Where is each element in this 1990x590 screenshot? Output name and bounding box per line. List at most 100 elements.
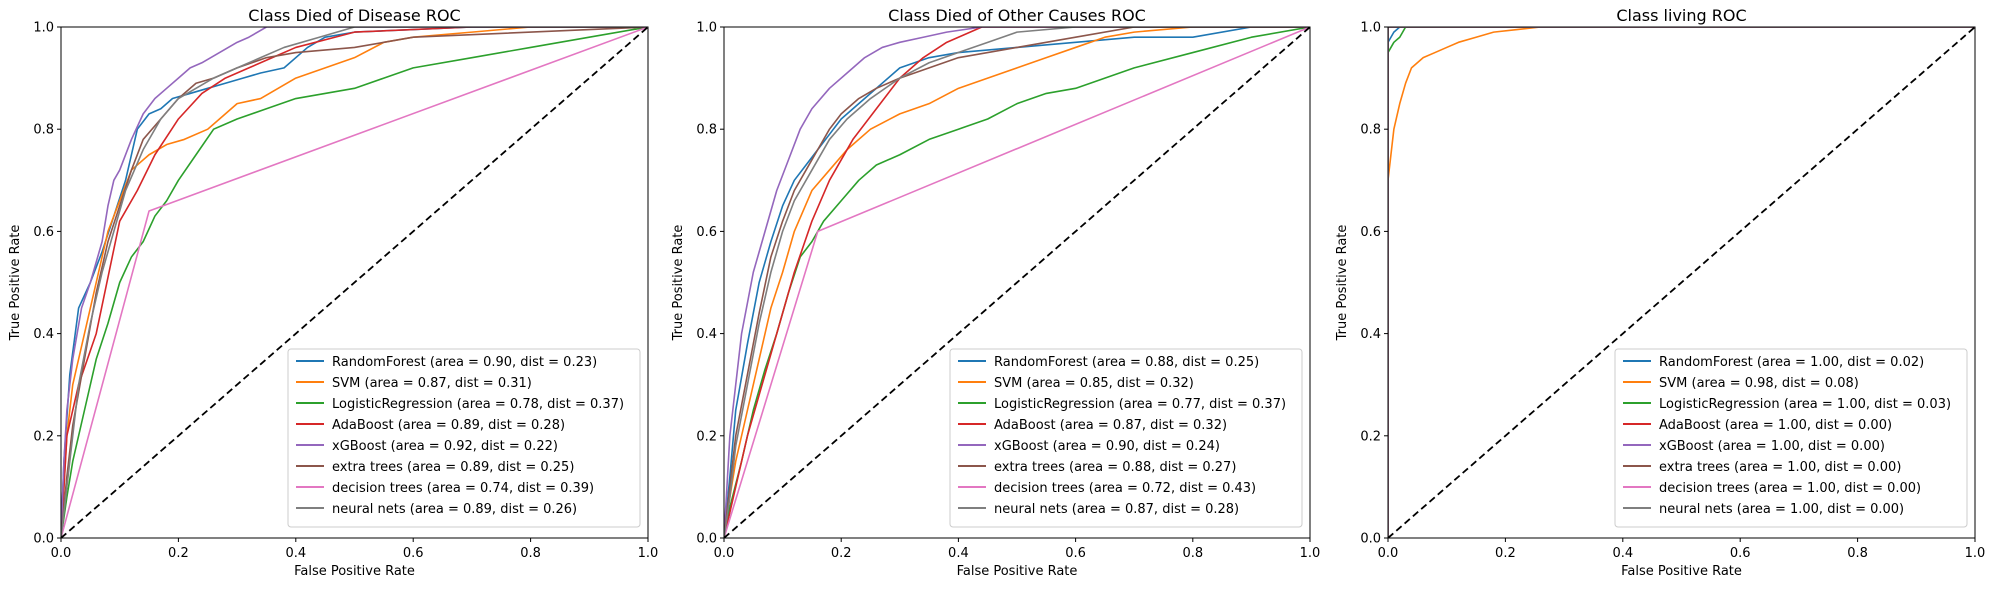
legend-entry: decision trees (area = 1.00, dist = 0.00… bbox=[1659, 481, 1921, 496]
series-line-4 bbox=[724, 27, 1310, 538]
x-tick-label: 0.2 bbox=[168, 546, 189, 561]
legend-entry: xGBoost (area = 0.90, dist = 0.24) bbox=[994, 439, 1220, 454]
chance-diagonal bbox=[1388, 27, 1975, 538]
legend-entry: SVM (area = 0.87, dist = 0.31) bbox=[332, 376, 532, 391]
legend-entry: RandomForest (area = 1.00, dist = 0.02) bbox=[1659, 355, 1924, 370]
series-line-7 bbox=[61, 27, 648, 538]
legend: RandomForest (area = 1.00, dist = 0.02) S… bbox=[1614, 348, 1968, 528]
legend-entry: LogisticRegression (area = 0.77, dist = … bbox=[994, 397, 1286, 412]
legend-entry: SVM (area = 0.85, dist = 0.32) bbox=[994, 376, 1194, 391]
x-tick-label: 0.0 bbox=[51, 546, 72, 561]
x-tick-label: 0.6 bbox=[1065, 546, 1086, 561]
x-tick-label: 0.8 bbox=[1847, 546, 1868, 561]
legend-box bbox=[1614, 348, 1968, 528]
x-tick-label: 0.6 bbox=[403, 546, 424, 561]
y-tick-label: 1.0 bbox=[696, 21, 717, 36]
legend-entry: AdaBoost (area = 1.00, dist = 0.00) bbox=[1659, 418, 1892, 433]
y-tick-label: 0.0 bbox=[1360, 532, 1381, 547]
plot-frame bbox=[1387, 26, 1976, 539]
y-tick-label: 1.0 bbox=[1360, 21, 1381, 36]
y-axis-label: True Positive Rate bbox=[8, 225, 23, 342]
legend-entry: RandomForest (area = 0.90, dist = 0.23) bbox=[332, 355, 597, 370]
y-axis-label: True Positive Rate bbox=[1335, 225, 1350, 342]
chance-diagonal bbox=[724, 27, 1310, 538]
series-line-7 bbox=[724, 27, 1310, 538]
series-line-5 bbox=[61, 27, 648, 538]
y-tick-label: 0.2 bbox=[1360, 429, 1381, 444]
y-tick-label: 0.2 bbox=[33, 429, 54, 444]
legend-box bbox=[949, 348, 1303, 528]
x-tick-label: 0.0 bbox=[1378, 546, 1399, 561]
series-lines bbox=[724, 27, 1310, 538]
x-tick-label: 0.8 bbox=[1182, 546, 1203, 561]
chart-panel-3: Class living ROC 0.00.0 0.2 0.2 0.4 0.4 0.6 0.6… bbox=[1335, 6, 1985, 579]
legend-entry: neural nets (area = 0.87, dist = 0.28) bbox=[994, 502, 1239, 517]
legend: RandomForest (area = 0.88, dist = 0.25) S… bbox=[949, 348, 1303, 528]
legend-entry: xGBoost (area = 1.00, dist = 0.00) bbox=[1659, 439, 1885, 454]
series-line-8 bbox=[724, 27, 1310, 538]
y-tick-label: 0.4 bbox=[1360, 327, 1381, 342]
series-line-3 bbox=[1388, 27, 1975, 538]
legend-entry: decision trees (area = 0.72, dist = 0.43… bbox=[994, 481, 1256, 496]
legend-entry: xGBoost (area = 0.92, dist = 0.22) bbox=[332, 439, 558, 454]
x-tick-label: 0.0 bbox=[714, 546, 735, 561]
legend-entry: extra trees (area = 1.00, dist = 0.00) bbox=[1659, 460, 1901, 475]
chart-title: Class Died of Other Causes ROC bbox=[888, 6, 1146, 25]
series-line-2 bbox=[1388, 27, 1975, 538]
chart-title: Class Died of Disease ROC bbox=[248, 6, 460, 25]
legend-entry: RandomForest (area = 0.88, dist = 0.25) bbox=[994, 355, 1259, 370]
series-line-6 bbox=[724, 27, 1310, 538]
x-tick-label: 0.4 bbox=[285, 546, 306, 561]
y-tick-label: 0.4 bbox=[33, 327, 54, 342]
chance-diagonal bbox=[61, 27, 648, 538]
x-axis-label: False Positive Rate bbox=[294, 564, 415, 579]
y-axis-label: True Positive Rate bbox=[671, 225, 686, 342]
legend-entry: neural nets (area = 0.89, dist = 0.26) bbox=[332, 502, 577, 517]
y-tick-label: 1.0 bbox=[33, 21, 54, 36]
y-tick-label: 0.0 bbox=[696, 532, 717, 547]
legend-entry: extra trees (area = 0.88, dist = 0.27) bbox=[994, 460, 1236, 475]
series-line-2 bbox=[724, 27, 1310, 538]
legend-entry: SVM (area = 0.98, dist = 0.08) bbox=[1659, 376, 1859, 391]
x-axis-label: False Positive Rate bbox=[1621, 564, 1742, 579]
x-tick-label: 1.0 bbox=[638, 546, 659, 561]
series-lines bbox=[61, 27, 648, 538]
y-tick-label: 0.8 bbox=[1360, 123, 1381, 138]
x-tick-label: 0.8 bbox=[520, 546, 541, 561]
chart-panel-2: Class Died of Other Causes ROC 0.00.0 0.2 0… bbox=[671, 6, 1320, 579]
legend: RandomForest (area = 0.90, dist = 0.23) S… bbox=[287, 348, 641, 528]
y-tick-label: 0.6 bbox=[696, 225, 717, 240]
legend-entry: neural nets (area = 1.00, dist = 0.00) bbox=[1659, 502, 1904, 517]
series-line-8 bbox=[61, 27, 648, 538]
y-tick-label: 0.2 bbox=[696, 429, 717, 444]
y-tick-label: 0.4 bbox=[696, 327, 717, 342]
series-lines bbox=[1388, 27, 1975, 538]
x-tick-label: 1.0 bbox=[1300, 546, 1321, 561]
series-line-1 bbox=[1388, 27, 1975, 538]
legend-entry: extra trees (area = 0.89, dist = 0.25) bbox=[332, 460, 574, 475]
legend-box bbox=[287, 348, 641, 528]
series-line-4 bbox=[61, 27, 648, 538]
y-tick-label: 0.8 bbox=[33, 123, 54, 138]
series-line-3 bbox=[61, 27, 648, 538]
x-tick-label: 0.2 bbox=[831, 546, 852, 561]
y-tick-label: 0.6 bbox=[33, 225, 54, 240]
legend-entry: AdaBoost (area = 0.87, dist = 0.32) bbox=[994, 418, 1227, 433]
legend-entry: decision trees (area = 0.74, dist = 0.39… bbox=[332, 481, 594, 496]
x-axis-label: False Positive Rate bbox=[957, 564, 1078, 579]
x-tick-label: 1.0 bbox=[1965, 546, 1986, 561]
x-tick-label: 0.6 bbox=[1730, 546, 1751, 561]
x-tick-label: 0.4 bbox=[1612, 546, 1633, 561]
legend-entry: LogisticRegression (area = 1.00, dist = … bbox=[1659, 397, 1951, 412]
x-tick-label: 0.2 bbox=[1495, 546, 1516, 561]
plot-frame bbox=[723, 26, 1311, 539]
chart-title: Class living ROC bbox=[1616, 6, 1746, 25]
legend-entry: LogisticRegression (area = 0.78, dist = … bbox=[332, 397, 624, 412]
plot-frame bbox=[60, 26, 649, 539]
chart-panel-1: Class Died of Disease ROC 0.00.0 0.2 0.2 0.4… bbox=[8, 6, 658, 579]
y-tick-label: 0.0 bbox=[33, 532, 54, 547]
y-tick-label: 0.8 bbox=[696, 123, 717, 138]
series-line-5 bbox=[724, 27, 1310, 538]
x-tick-label: 0.4 bbox=[948, 546, 969, 561]
